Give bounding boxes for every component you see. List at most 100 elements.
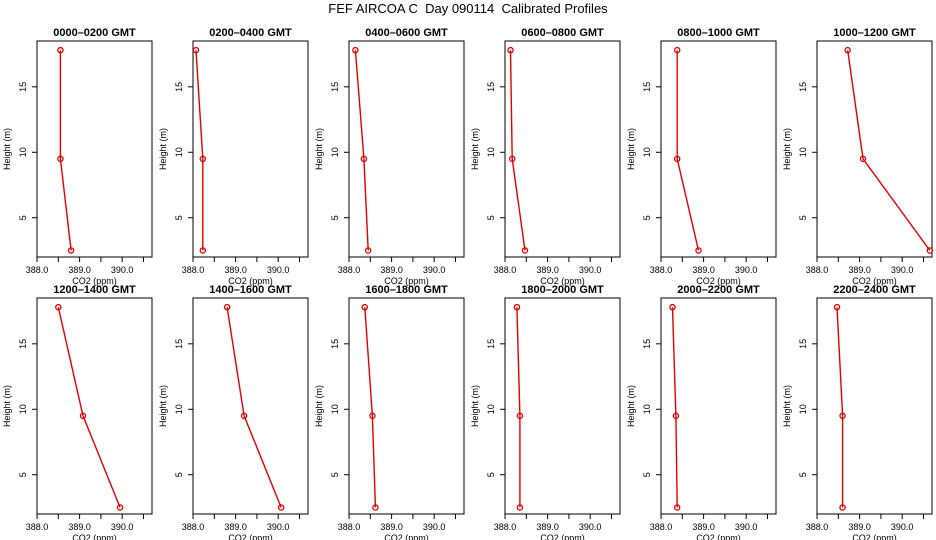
x-tick-label: 389.0 bbox=[692, 522, 715, 532]
y-tick-label: 5 bbox=[174, 472, 184, 477]
data-point bbox=[192, 46, 200, 54]
data-point bbox=[364, 247, 372, 254]
x-tick-label: 388.0 bbox=[494, 522, 517, 532]
y-tick-label: 10 bbox=[486, 404, 496, 414]
x-tick-label: 388.0 bbox=[494, 265, 517, 275]
x-tick-label: 389.0 bbox=[68, 265, 91, 275]
x-axis-label: CO2 (ppm) bbox=[384, 533, 429, 540]
plot-frame bbox=[504, 297, 621, 515]
y-tick-label: 5 bbox=[18, 215, 28, 220]
x-tick-label: 389.0 bbox=[692, 265, 715, 275]
y-tick-label: 15 bbox=[642, 82, 652, 92]
x-axis-label: CO2 (ppm) bbox=[696, 533, 741, 540]
data-point bbox=[833, 303, 841, 311]
y-axis-label: Height (m) bbox=[2, 128, 12, 170]
data-point bbox=[508, 155, 516, 163]
profile-line bbox=[59, 50, 72, 251]
data-point bbox=[673, 504, 681, 511]
data-point bbox=[672, 412, 680, 420]
x-tick-label: 390.0 bbox=[423, 522, 446, 532]
x-axis-label: CO2 (ppm) bbox=[72, 276, 117, 286]
y-axis-label: Height (m) bbox=[470, 385, 480, 427]
y-axis-label: Height (m) bbox=[782, 385, 792, 427]
panel-title: 0200–0400 GMT bbox=[209, 27, 292, 39]
y-tick-label: 5 bbox=[486, 472, 496, 477]
data-point bbox=[199, 247, 207, 254]
y-tick-label: 10 bbox=[798, 147, 808, 157]
y-axis-label: Height (m) bbox=[626, 385, 636, 427]
x-axis-label: CO2 (ppm) bbox=[228, 533, 273, 540]
data-point bbox=[926, 247, 934, 254]
profile-line bbox=[676, 50, 700, 251]
y-tick-label: 15 bbox=[486, 82, 496, 92]
plot-frame bbox=[36, 40, 153, 258]
panel-title: 2000–2200 GMT bbox=[677, 284, 760, 296]
y-tick-label: 5 bbox=[798, 472, 808, 477]
data-point bbox=[521, 247, 529, 254]
data-point bbox=[513, 303, 521, 311]
data-point bbox=[372, 504, 379, 511]
x-axis-label: CO2 (ppm) bbox=[696, 276, 741, 286]
y-tick-label: 10 bbox=[18, 147, 28, 157]
data-point bbox=[67, 247, 75, 254]
y-axis-label: Height (m) bbox=[314, 385, 324, 427]
y-tick-label: 5 bbox=[486, 215, 496, 220]
x-tick-label: 390.0 bbox=[267, 265, 290, 275]
y-tick-label: 10 bbox=[642, 404, 652, 414]
y-tick-label: 10 bbox=[174, 404, 184, 414]
y-tick-label: 10 bbox=[18, 404, 28, 414]
x-tick-label: 390.0 bbox=[267, 522, 290, 532]
x-axis-label: CO2 (ppm) bbox=[72, 533, 117, 540]
y-tick-label: 15 bbox=[174, 339, 184, 349]
plot-frame bbox=[816, 40, 933, 258]
x-tick-label: 389.0 bbox=[536, 522, 559, 532]
data-point bbox=[57, 46, 64, 54]
y-tick-label: 5 bbox=[642, 215, 652, 220]
x-tick-label: 389.0 bbox=[224, 522, 247, 532]
y-axis-label: Height (m) bbox=[158, 385, 168, 427]
x-tick-label: 388.0 bbox=[26, 522, 49, 532]
profile-line bbox=[836, 307, 844, 508]
y-tick-label: 10 bbox=[330, 147, 340, 157]
y-tick-label: 10 bbox=[642, 147, 652, 157]
x-axis-label: CO2 (ppm) bbox=[540, 276, 585, 286]
x-axis-label: CO2 (ppm) bbox=[852, 533, 897, 540]
y-axis-label: Height (m) bbox=[626, 128, 636, 170]
x-tick-label: 390.0 bbox=[111, 522, 134, 532]
y-tick-label: 15 bbox=[642, 339, 652, 349]
x-tick-label: 389.0 bbox=[848, 522, 871, 532]
x-tick-label: 388.0 bbox=[806, 265, 829, 275]
y-tick-label: 15 bbox=[330, 339, 340, 349]
y-tick-label: 15 bbox=[18, 339, 28, 349]
plot-frame bbox=[36, 297, 153, 515]
profile-line bbox=[195, 50, 204, 251]
data-point bbox=[352, 46, 359, 54]
x-tick-label: 388.0 bbox=[650, 265, 673, 275]
data-point bbox=[57, 155, 64, 163]
profile-line bbox=[354, 50, 369, 251]
plot-frame bbox=[348, 297, 465, 515]
data-point bbox=[673, 46, 681, 54]
x-axis-label: CO2 (ppm) bbox=[540, 533, 585, 540]
x-tick-label: 389.0 bbox=[848, 265, 871, 275]
data-point bbox=[839, 504, 846, 511]
y-tick-label: 5 bbox=[642, 472, 652, 477]
panel-title: 0400–0600 GMT bbox=[365, 27, 448, 39]
y-tick-label: 5 bbox=[330, 215, 340, 220]
y-tick-label: 5 bbox=[174, 215, 184, 220]
profile-line bbox=[847, 50, 931, 251]
panel-title: 1200–1400 GMT bbox=[53, 284, 136, 296]
data-point bbox=[55, 303, 62, 311]
y-tick-label: 10 bbox=[174, 147, 184, 157]
panel-title: 1000–1200 GMT bbox=[833, 27, 916, 39]
y-axis-label: Height (m) bbox=[782, 128, 792, 170]
x-tick-label: 388.0 bbox=[806, 522, 829, 532]
y-tick-label: 15 bbox=[18, 82, 28, 92]
